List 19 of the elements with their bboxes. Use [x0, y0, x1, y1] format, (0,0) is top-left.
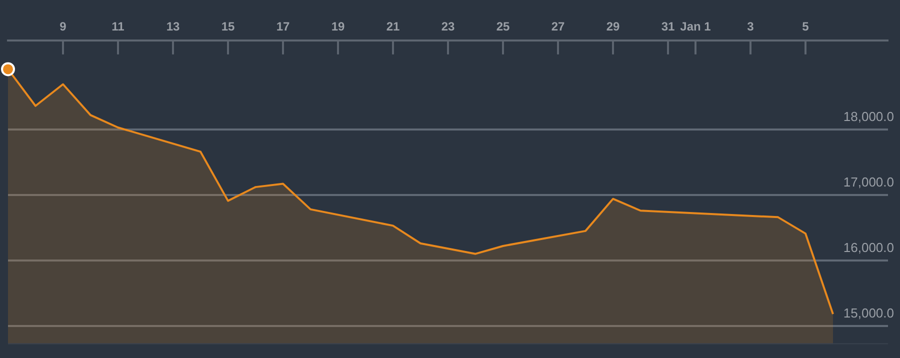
- x-tick-label: 19: [331, 20, 345, 34]
- x-tick-label: 15: [221, 20, 235, 34]
- x-tick-label: 23: [441, 20, 455, 34]
- y-tick-label: 15,000.0: [843, 305, 894, 320]
- y-tick-label: 18,000.0: [843, 109, 894, 124]
- x-tick-label: 21: [386, 20, 400, 34]
- x-tick-label: Jan 1: [680, 20, 712, 34]
- x-tick-label: 11: [112, 20, 125, 34]
- y-tick-label: 17,000.0: [843, 174, 894, 190]
- x-tick-label: 3: [747, 20, 754, 34]
- x-tick-label: 31: [661, 20, 675, 34]
- x-tick-label: 29: [606, 20, 620, 34]
- x-tick-label: 13: [166, 20, 180, 34]
- x-tick-label: 27: [551, 20, 565, 34]
- x-tick-label: 25: [496, 20, 510, 34]
- x-tick-label: 17: [276, 20, 290, 34]
- x-tick-label: 9: [60, 20, 67, 34]
- x-tick-label: 5: [802, 20, 810, 34]
- y-tick-label: 16,000.0: [843, 240, 894, 255]
